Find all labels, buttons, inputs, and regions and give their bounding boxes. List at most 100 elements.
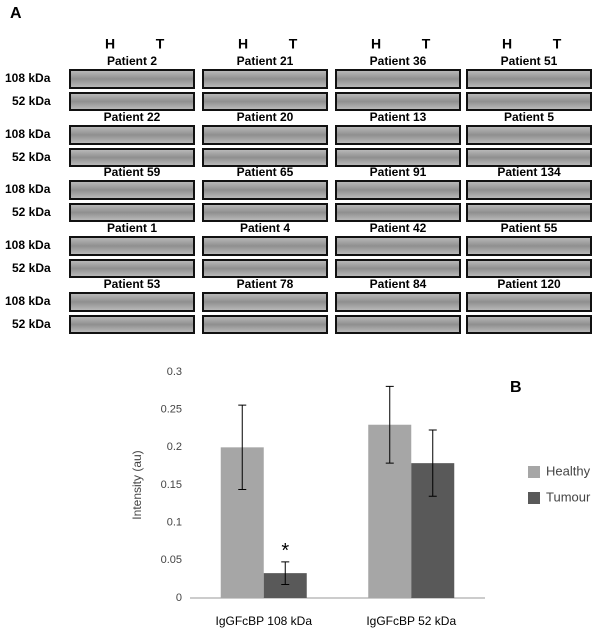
patient-label: Patient 13 [370,110,427,124]
band-label: 52 kDa [12,205,51,219]
lane-label: H [238,36,248,52]
patient-label: Patient 59 [104,165,161,179]
patient-label: Patient 5 [504,110,554,124]
blot-strip [335,315,461,334]
blot-strip [69,259,195,278]
patient-label: Patient 78 [237,277,294,291]
x-tick-label: IgGFcBP 52 kDa [366,614,456,628]
error-bar [238,404,247,491]
legend-label: Tumour [546,489,591,504]
blot-strip [335,259,461,278]
blot-strip [202,92,328,111]
blot-strip [466,203,592,222]
blot-strip [335,180,461,200]
patient-label: Patient 4 [240,221,290,235]
patient-label: Patient 134 [497,165,561,179]
band-label: 52 kDa [12,94,51,108]
legend-swatch [528,492,540,504]
patient-label: Patient 91 [370,165,427,179]
patient-label: Patient 22 [104,110,161,124]
blot-strip [202,259,328,278]
patient-label: Patient 53 [104,277,161,291]
y-tick-label: 0.3 [167,366,182,378]
blot-strip [335,125,461,145]
lane-label: H [371,36,381,52]
blot-strip [466,315,592,334]
y-tick-label: 0.1 [167,517,182,529]
blot-strip [335,203,461,222]
blot-strip [69,69,195,89]
error-bar [428,429,437,497]
lane-label: H [105,36,115,52]
lane-label: T [422,36,431,52]
blot-strip [202,180,328,200]
panel-label: B [510,379,522,396]
legend-label: Healthy [546,463,591,478]
blot-strip [466,148,592,167]
error-bar [385,385,394,464]
blot-strip [202,315,328,334]
patient-label: Patient 120 [497,277,561,291]
band-label: 108 kDa [5,182,51,196]
blot-strip [335,292,461,312]
blot-strip [335,92,461,111]
band-label: 52 kDa [12,261,51,275]
patient-label: Patient 42 [370,221,427,235]
y-tick-label: 0.2 [167,441,182,453]
blot-strip [202,292,328,312]
band-label: 108 kDa [5,127,51,141]
error-bar [281,561,290,585]
blot-strip [69,236,195,256]
patient-label: Patient 20 [237,110,294,124]
blot-strip [69,148,195,167]
y-tick-label: 0.15 [161,479,182,491]
blot-strip [335,69,461,89]
blot-strip [202,125,328,145]
blot-strip [69,125,195,145]
band-label: 108 kDa [5,294,51,308]
blot-strip [69,315,195,334]
patient-label: Patient 1 [107,221,157,235]
blot-strip [202,148,328,167]
lane-label: T [553,36,562,52]
blot-strip [466,236,592,256]
blot-strip [466,292,592,312]
blot-strip [69,203,195,222]
blot-strip [202,69,328,89]
y-tick-label: 0 [176,592,182,604]
blot-strip [466,125,592,145]
patient-label: Patient 2 [107,54,157,68]
y-tick-label: 0.25 [161,404,182,416]
y-tick-label: 0.05 [161,554,182,566]
patient-label: Patient 65 [237,165,294,179]
blot-strip [69,180,195,200]
blot-strip [69,292,195,312]
band-label: 108 kDa [5,238,51,252]
blot-strip [466,180,592,200]
band-label: 108 kDa [5,71,51,85]
blot-panel: A H T H T H T H T 108 kDa 52 kDa Patient 2 Patient … [5,5,592,334]
y-axis-label: Intensity (au) [130,450,144,519]
lane-label: H [502,36,512,52]
lane-label: T [289,36,298,52]
chart: B Intensity (au) 0 0.05 0.1 0.15 0.2 0.25 0.3 I… [130,366,591,628]
annotation: * [281,540,289,562]
patient-label: Patient 21 [237,54,294,68]
blot-strip [335,236,461,256]
blot-strip [202,203,328,222]
patient-label: Patient 36 [370,54,427,68]
blot-strip [202,236,328,256]
band-label: 52 kDa [12,150,51,164]
x-tick-label: IgGFcBP 108 kDa [216,614,313,628]
blot-strip [466,92,592,111]
blot-strip [69,92,195,111]
patient-label: Patient 84 [370,277,427,291]
lane-label: T [156,36,165,52]
patient-label: Patient 51 [501,54,558,68]
patient-label: Patient 55 [501,221,558,235]
blot-strip [466,69,592,89]
panel-label: A [10,5,22,22]
blot-strip [466,259,592,278]
